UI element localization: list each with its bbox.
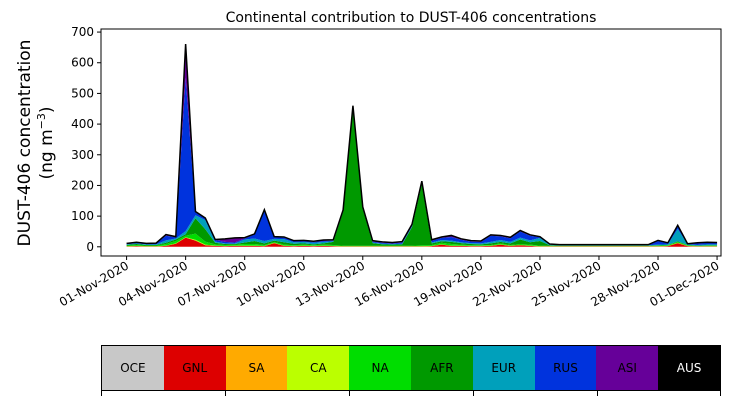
colorbar-tick xyxy=(473,391,474,396)
area-series-asi xyxy=(126,44,718,245)
colorbar-tick xyxy=(349,391,350,396)
x-axis: 01-Nov-202004-Nov-202007-Nov-202010-Nov-… xyxy=(57,256,722,309)
legend-item-afr: AFR xyxy=(410,346,473,390)
y-tick-label: 400 xyxy=(71,117,94,131)
area-series-rus xyxy=(126,77,718,246)
area-series-eur xyxy=(126,106,718,246)
chart-title: Continental contribution to DUST-406 con… xyxy=(226,10,597,26)
stacked-area-layer xyxy=(126,44,718,247)
y-tick-label: 200 xyxy=(71,178,94,192)
total-outline xyxy=(126,43,718,246)
y-tick-label: 300 xyxy=(71,148,94,162)
total-outline-layer xyxy=(126,43,718,246)
legend-item-asi: ASI xyxy=(596,346,659,390)
plot-frame xyxy=(100,28,722,257)
colorbar-tick xyxy=(597,391,598,396)
y-axis-unit: (ng m−3) xyxy=(35,106,57,179)
legend-item-oce: OCE xyxy=(102,346,164,390)
colorbar: OCE GNL SA CA NA AFR EUR RUS ASI AUS xyxy=(101,345,721,391)
legend-item-eur: EUR xyxy=(472,346,535,390)
area-series-gnl xyxy=(126,237,718,247)
y-axis: 0 100 200 300 400 500 600 700 xyxy=(71,25,101,254)
legend-item-gnl: GNL xyxy=(163,346,226,390)
y-axis-unit-exponent: −3 xyxy=(35,113,48,129)
area-series-afr xyxy=(126,107,718,246)
legend-item-rus: RUS xyxy=(534,346,597,390)
legend-item-sa: SA xyxy=(225,346,288,390)
y-axis-unit-close: ) xyxy=(37,106,57,113)
y-axis-unit-base: (ng m xyxy=(37,129,57,179)
legend-item-aus: AUS xyxy=(658,346,720,390)
y-tick-label: 0 xyxy=(86,240,94,254)
y-tick-label: 500 xyxy=(71,86,94,100)
colorbar-tick xyxy=(720,391,721,396)
colorbar-tick xyxy=(101,391,102,396)
colorbar-tick xyxy=(225,391,226,396)
legend-item-na: NA xyxy=(349,346,411,390)
colorbar-legend: OCE GNL SA CA NA AFR EUR RUS ASI AUS xyxy=(101,345,721,396)
y-tick-label: 600 xyxy=(71,56,94,70)
y-tick-label: 700 xyxy=(71,25,94,39)
legend-item-ca: CA xyxy=(287,346,350,390)
y-tick-label: 100 xyxy=(71,209,94,223)
y-axis-label: DUST-406 concentration xyxy=(15,40,35,247)
